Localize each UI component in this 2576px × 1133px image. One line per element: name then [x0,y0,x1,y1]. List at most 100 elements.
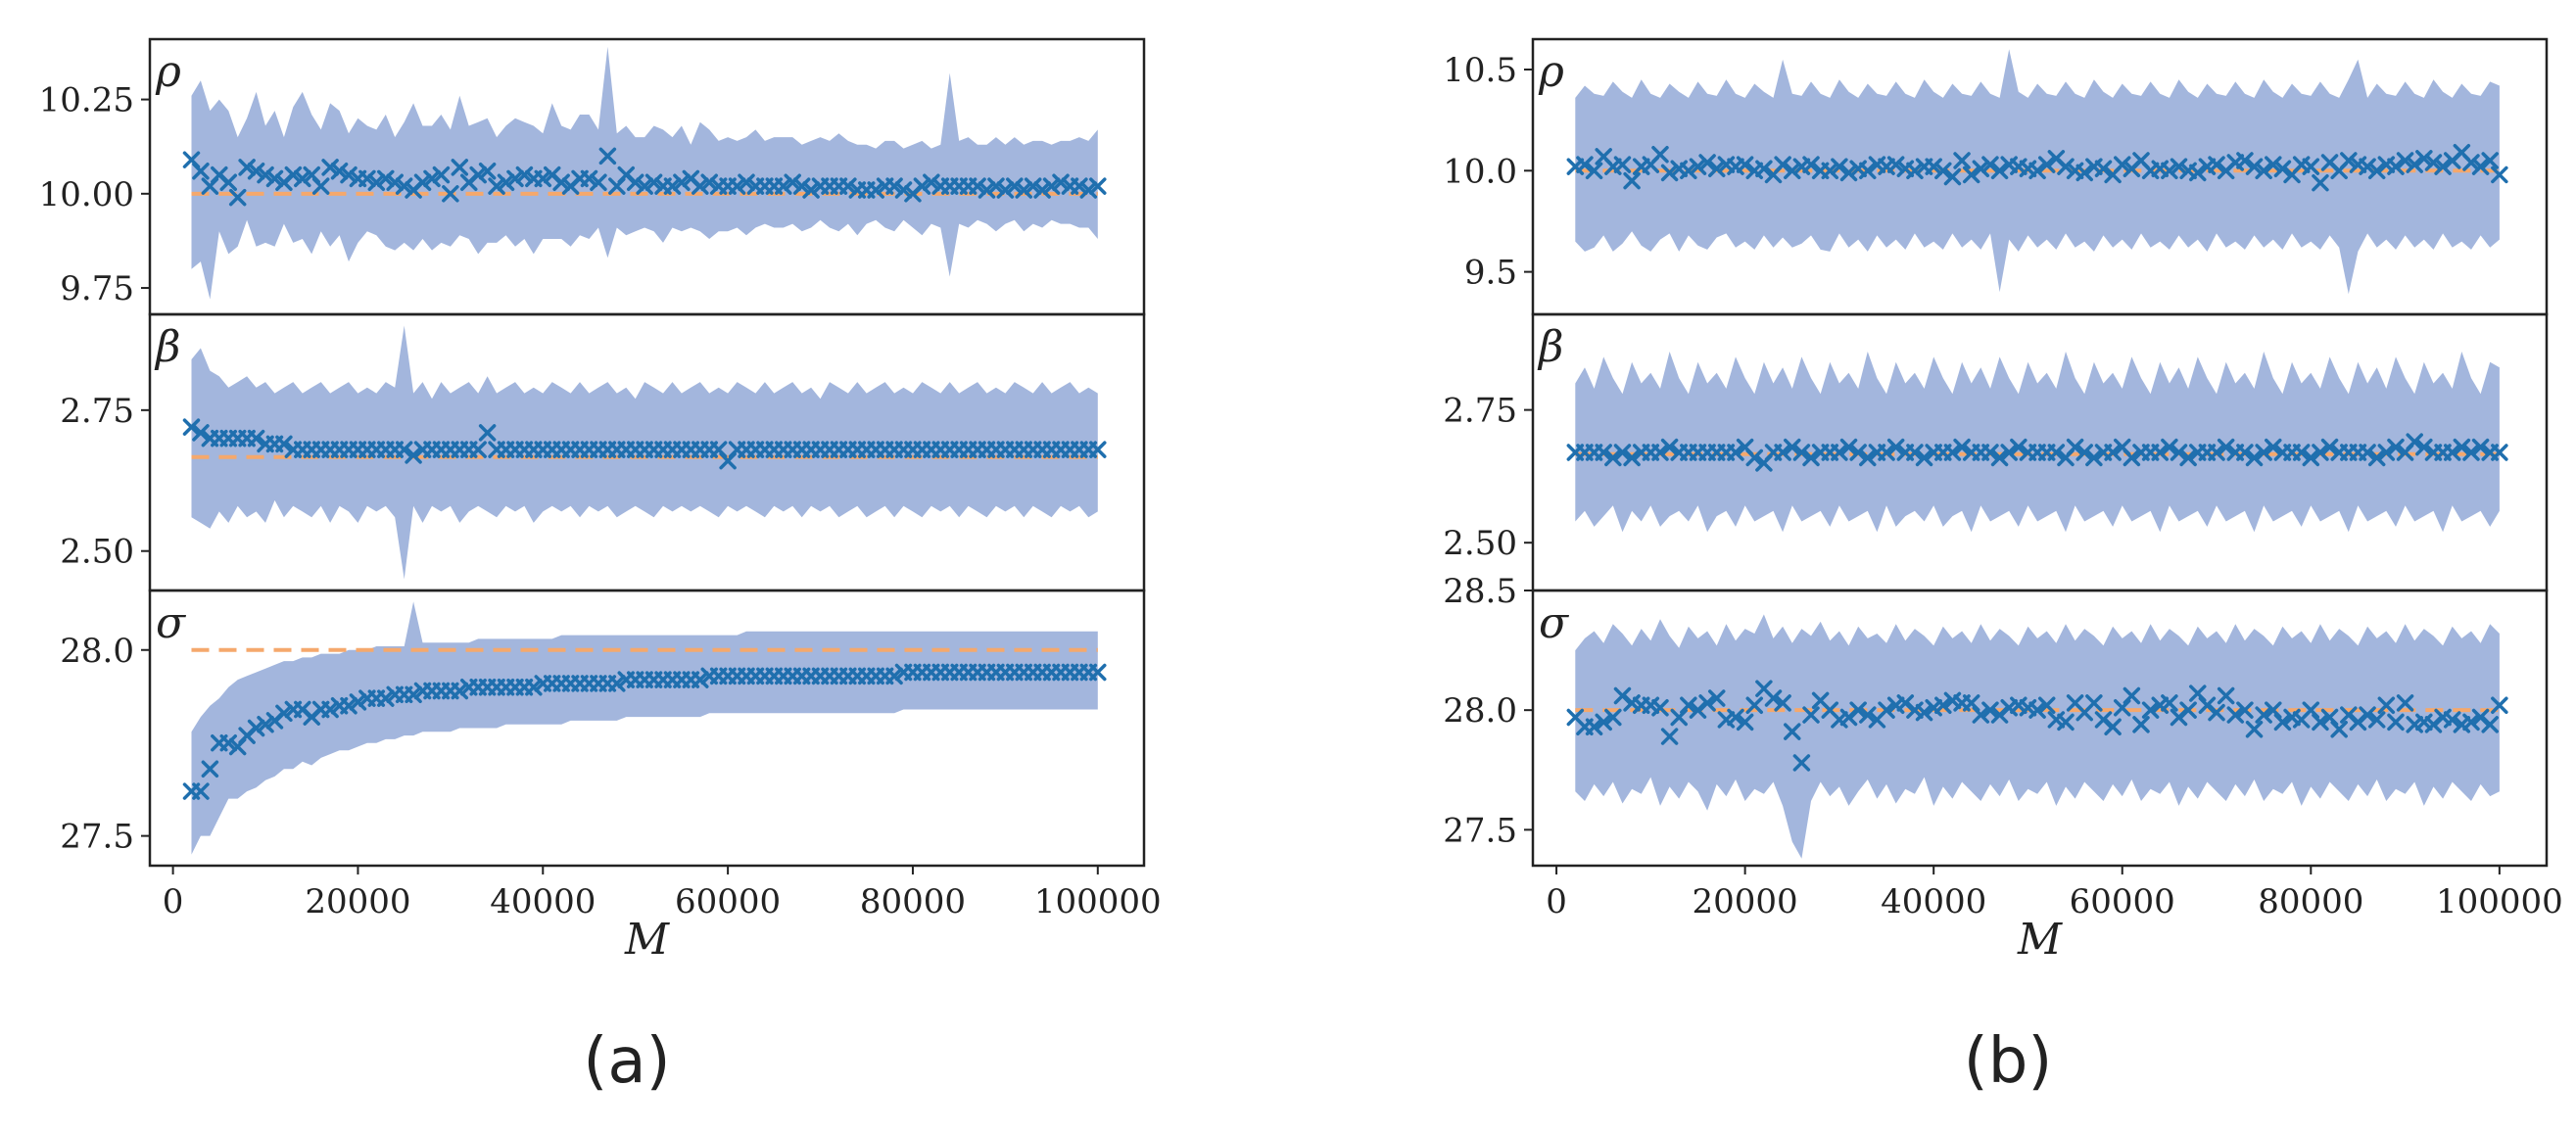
estimate-marker [1784,162,1801,180]
estimate-marker [257,165,274,184]
panel-frame [148,589,1146,868]
estimate-marker [1595,713,1612,732]
estimate-marker [497,173,515,192]
estimate-marker [1972,160,1990,177]
estimate-marker [1736,156,1754,173]
estimate-marker [1623,448,1641,467]
estimate-marker [2245,720,2264,738]
estimate-marker [2028,162,2046,180]
estimate-marker [275,704,293,723]
estimate-marker [201,760,219,779]
estimate-marker [395,441,413,458]
panel-frame [1531,589,2549,868]
y-tick-label: 27.5 [1443,811,1517,850]
estimate-marker [247,719,265,737]
estimate-marker [2208,703,2225,722]
estimate-marker [1802,156,1820,173]
estimate-marker [1585,718,1603,736]
estimate-marker [1651,698,1669,717]
estimate-marker [2085,448,2103,467]
param-label: β [154,322,180,372]
x-tick-label: 80000 [2258,882,2363,921]
estimate-marker [2057,713,2075,732]
estimate-marker [1839,164,1858,182]
estimate-marker [969,177,986,195]
estimate-marker [1727,708,1744,727]
estimate-marker [1784,438,1801,456]
estimate-marker [1962,694,1980,712]
estimate-marker [2367,711,2386,729]
x-tick-label: 0 [163,882,184,921]
estimate-marker [1689,158,1707,175]
estimate-marker [1821,162,1839,180]
estimate-marker [2273,713,2292,732]
estimate-marker [1660,438,1679,456]
estimate-marker [1024,177,1042,195]
estimate-marker [2179,701,2197,719]
estimate-marker [2236,701,2254,719]
uncertainty-band [191,46,1098,300]
estimate-marker [784,173,801,192]
estimate-marker [1878,444,1895,461]
estimate-marker [488,177,505,195]
estimate-marker [1755,160,1773,177]
estimate-marker [2340,152,2358,169]
estimate-marker [1774,694,1791,712]
estimate-marker [1953,438,1971,456]
estimate-marker [2396,152,2414,169]
estimate-marker [1707,160,1726,177]
estimate-marker [247,162,265,180]
x-axis-label: M [2017,915,2063,965]
uncertainty-band [191,325,1098,580]
y-tick-label: 10.5 [1443,51,1517,90]
estimate-marker [1604,708,1622,727]
estimate-marker [1745,696,1764,715]
estimate-marker [1802,448,1820,467]
estimate-marker [2075,164,2093,182]
param-label: ρ [1538,47,1564,97]
estimate-marker [2481,152,2499,169]
estimate-marker [405,685,422,704]
estimate-marker [340,165,358,184]
x-axis-label: M [624,915,670,965]
estimate-marker [2170,158,2188,175]
estimate-marker [2075,444,2093,461]
estimate-marker [275,435,293,453]
estimate-marker [2151,444,2170,461]
y-tick-label: 28.5 [1443,572,1517,611]
estimate-marker [2161,694,2178,712]
x-tick-label: 40000 [1881,882,1986,921]
y-tick-label: 2.75 [60,392,134,431]
estimate-marker [996,181,1015,199]
estimate-marker [2236,152,2254,169]
estimate-marker [2104,718,2122,736]
estimate-marker [2377,696,2396,715]
estimate-marker [367,173,386,192]
estimate-marker [1576,156,1594,173]
estimate-marker [839,177,857,195]
estimate-marker [2255,444,2272,461]
estimate-marker [1962,165,1980,184]
estimate-marker [1680,162,1697,180]
estimate-marker [2161,162,2178,180]
estimate-marker [2037,156,2056,173]
estimate-marker [2141,701,2160,719]
estimate-marker [1886,438,1905,456]
y-tick-label: 2.50 [60,533,134,572]
estimate-marker [2104,444,2122,461]
x-tick-label: 100000 [1034,882,1162,921]
estimate-marker [358,169,376,188]
estimate-marker [2312,444,2329,461]
x-tick-label: 0 [1546,882,1567,921]
estimate-marker [2377,444,2396,461]
estimate-marker [2434,158,2452,175]
param-label: σ [1539,598,1570,648]
estimate-marker [2010,438,2027,456]
estimate-marker [1660,164,1679,182]
estimate-marker [2265,701,2282,719]
estimate-marker [2415,438,2433,456]
estimate-marker [1878,701,1895,719]
estimate-marker [2443,711,2461,729]
estimate-marker [978,181,996,199]
estimate-marker [1859,706,1877,724]
